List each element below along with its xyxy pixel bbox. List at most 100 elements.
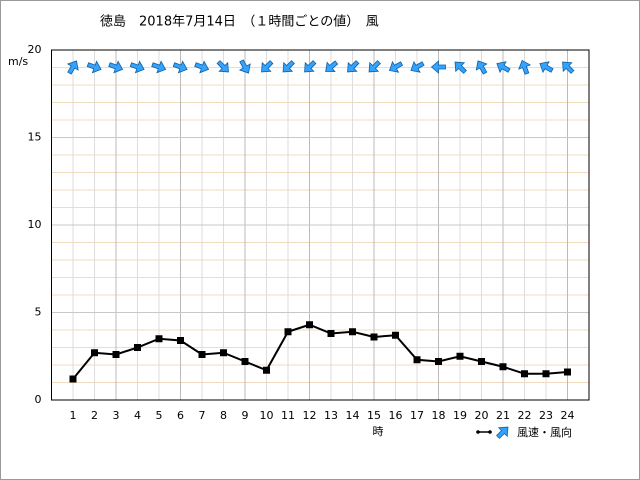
point-marker xyxy=(306,321,313,329)
wind-arrow xyxy=(388,60,404,73)
point-marker xyxy=(198,351,206,358)
point-marker xyxy=(521,370,528,378)
wind-arrow xyxy=(518,59,532,75)
arrow-shape xyxy=(282,60,295,73)
y-tick-label: 10 xyxy=(28,218,42,231)
point-marker xyxy=(134,344,141,351)
arrow-shape xyxy=(304,60,317,73)
point-marker xyxy=(241,358,249,365)
wind-arrow xyxy=(410,60,425,73)
arrow-shape xyxy=(172,60,188,74)
x-tick-label: 4 xyxy=(134,409,141,422)
x-tick-label: 10 xyxy=(260,409,274,422)
point-marker xyxy=(112,351,120,358)
x-tick-label: 6 xyxy=(177,409,184,422)
point-marker xyxy=(435,358,442,365)
x-tick-label: 9 xyxy=(242,409,249,422)
point-marker xyxy=(392,331,399,339)
wind-arrow xyxy=(325,60,339,73)
point-marker xyxy=(456,352,464,360)
wind-arrow xyxy=(282,60,295,73)
wind-arrow xyxy=(86,60,102,74)
point-marker xyxy=(263,366,270,374)
y-tick-label: 5 xyxy=(35,306,42,319)
wind-arrow xyxy=(539,61,554,74)
wind-arrow xyxy=(261,60,274,73)
x-tick-label: 5 xyxy=(156,409,163,422)
y-tick-label: 0 xyxy=(35,393,42,406)
point-marker xyxy=(91,349,98,357)
x-tick-label: 8 xyxy=(220,409,227,422)
point-marker xyxy=(370,333,378,341)
x-tick-label: 7 xyxy=(199,409,206,422)
wind-arrow xyxy=(238,59,251,74)
arrow-shape xyxy=(496,426,509,439)
x-tick-label: 22 xyxy=(518,409,532,422)
arrow-shape xyxy=(66,60,79,75)
point-marker xyxy=(564,368,571,376)
x-tick-label: 11 xyxy=(281,409,295,422)
x-tick-label: 18 xyxy=(432,409,446,422)
wind-arrow xyxy=(66,60,79,75)
wind-arrow xyxy=(108,60,124,74)
point-marker xyxy=(220,349,227,357)
arrow-shape xyxy=(108,60,124,74)
point-marker xyxy=(327,330,335,337)
x-axis-label: 時 xyxy=(373,425,384,438)
arrow-shape xyxy=(388,60,404,73)
y-tick-label: 15 xyxy=(28,131,42,144)
x-tick-label: 12 xyxy=(303,409,317,422)
x-tick-label: 20 xyxy=(475,409,489,422)
legend-label: 風速・風向 xyxy=(517,425,572,439)
point-marker xyxy=(499,363,507,371)
x-tick-label: 14 xyxy=(346,409,360,422)
series-line xyxy=(72,323,568,380)
wind-arrow xyxy=(496,426,509,439)
x-tick-label: 16 xyxy=(389,409,403,422)
wind-arrow xyxy=(368,60,381,73)
point-marker xyxy=(69,375,77,383)
arrow-shape xyxy=(238,59,251,74)
legend-dot xyxy=(476,430,480,434)
wind-arrow xyxy=(430,60,446,74)
wind-arrow xyxy=(151,60,167,74)
legend-dot xyxy=(488,430,492,434)
point-marker xyxy=(155,335,163,343)
arrow-shape xyxy=(86,60,102,74)
arrow-shape xyxy=(194,60,210,74)
arrow-shape xyxy=(518,59,532,75)
x-tick-label: 1 xyxy=(70,409,77,422)
arrow-shape xyxy=(539,61,554,74)
arrow-shape xyxy=(216,60,229,73)
plot-border xyxy=(51,49,590,401)
arrow-shape xyxy=(129,60,145,74)
point-marker xyxy=(478,358,485,365)
wind-arrow xyxy=(347,60,360,73)
arrow-shape xyxy=(475,60,488,75)
arrow-shape xyxy=(430,60,446,74)
wind-arrow xyxy=(172,60,188,74)
x-tick-label: 3 xyxy=(113,409,120,422)
wind-arrow xyxy=(475,60,488,75)
x-tick-label: 15 xyxy=(367,409,381,422)
arrow-shape xyxy=(347,60,360,73)
wind-arrow xyxy=(129,60,145,74)
x-tick-label: 13 xyxy=(324,409,338,422)
x-tick-label: 19 xyxy=(453,409,467,422)
y-axis-label: m/s xyxy=(8,55,28,68)
arrow-shape xyxy=(454,61,467,74)
arrow-shape xyxy=(368,60,381,73)
point-marker xyxy=(413,356,421,364)
chart-title: 徳島 2018年7月14日 （１時間ごとの値） 風 xyxy=(100,14,379,30)
y-tick-label: 20 xyxy=(28,43,42,56)
arrow-shape xyxy=(496,61,511,74)
x-tick-label: 23 xyxy=(539,409,553,422)
arrow-shape xyxy=(410,60,425,73)
x-tick-label: 21 xyxy=(496,409,510,422)
wind-arrow xyxy=(562,61,575,74)
point-marker xyxy=(542,370,550,378)
x-tick-label: 24 xyxy=(561,409,575,422)
arrow-shape xyxy=(261,60,274,73)
